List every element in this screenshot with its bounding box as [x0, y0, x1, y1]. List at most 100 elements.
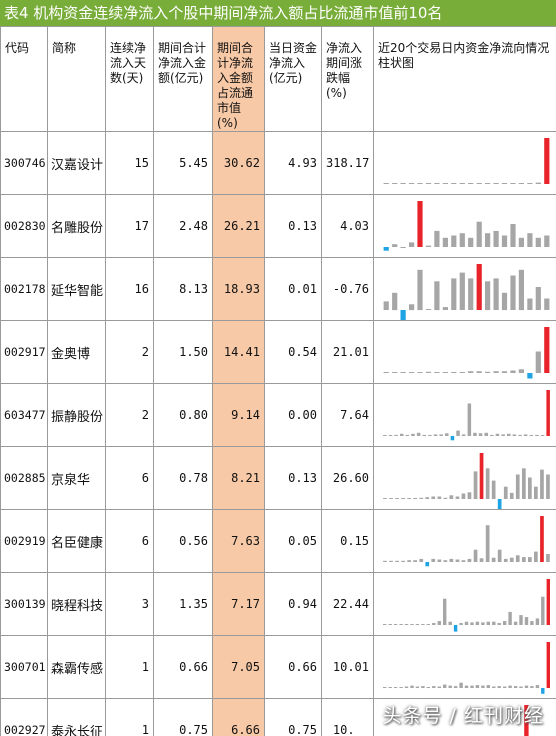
sparkline-bar	[484, 432, 488, 436]
sparkline-bar	[468, 371, 474, 373]
sparkline-bar	[410, 685, 414, 688]
sparkline-bar	[546, 554, 550, 562]
cell-amount: 8.13	[153, 257, 213, 321]
sparkline-chart	[383, 327, 550, 379]
sparkline-bar	[383, 498, 387, 499]
sparkline-bar	[503, 558, 508, 562]
sparkline-bar	[443, 497, 448, 499]
sparkline-bar	[431, 558, 436, 562]
sparkline-bar	[425, 309, 432, 310]
cell-name: 延华智能	[47, 257, 106, 321]
sparkline-bar	[417, 372, 423, 373]
sparkline-bar	[434, 183, 440, 184]
sparkline-bar	[404, 686, 409, 688]
cell-name: 森霸传感	[47, 635, 106, 699]
sparkline-bar	[437, 621, 441, 625]
sparkline-bar	[459, 682, 463, 688]
sparkline-bar	[425, 371, 432, 373]
sparkline-bar	[383, 687, 387, 688]
cell-sparkline	[373, 320, 556, 384]
cell-amount: 0.75	[153, 698, 213, 736]
sparkline-bar	[383, 301, 389, 310]
cell-sparkline	[373, 446, 556, 510]
cell-amount: 0.78	[153, 446, 213, 510]
sparkline-bar	[449, 495, 454, 499]
sparkline-bar	[451, 235, 457, 247]
sparkline-bar	[383, 624, 387, 625]
sparkline-bar	[453, 625, 458, 632]
sparkline-bar	[541, 596, 545, 625]
cell-change: 10.__	[321, 698, 374, 736]
sparkline-bar	[493, 183, 499, 184]
sparkline-bar	[492, 686, 496, 688]
sparkline-bar	[437, 559, 442, 562]
sparkline-bar	[535, 618, 540, 625]
sparkline-bar	[522, 468, 526, 499]
sparkline-bar	[512, 434, 517, 436]
cell-days: 3	[105, 572, 154, 636]
sparkline-bar	[476, 221, 482, 247]
sparkline-chart	[383, 138, 550, 184]
sparkline-bar	[405, 434, 410, 436]
cell-today: 4.93	[264, 131, 322, 195]
sparkline-bar	[503, 686, 507, 688]
sparkline-bar	[540, 435, 545, 436]
sparkline-bar	[407, 560, 411, 562]
sparkline-bar	[530, 621, 534, 625]
sparkline-bar	[497, 549, 502, 562]
cell-ratio: 9.14	[212, 383, 265, 447]
sparkline-bar	[509, 492, 514, 499]
cell-ratio: 7.17	[212, 572, 265, 636]
table-row: 603477 振静股份 2 0.80 9.14 0.00 7.64	[0, 383, 556, 447]
sparkline-bar	[417, 183, 423, 184]
cell-amount: 0.56	[153, 509, 213, 573]
table-row: 002917 金奥博 2 1.50 14.41 0.54 21.01	[0, 320, 556, 384]
sparkline-bar	[491, 557, 496, 562]
sparkline-bar	[383, 183, 389, 184]
sparkline-bar	[459, 233, 465, 247]
sparkline-bar	[401, 560, 405, 562]
sparkline-bar	[383, 560, 387, 562]
sparkline-bar	[479, 453, 484, 499]
sparkline-bar	[535, 434, 539, 436]
sparkline-bar	[392, 372, 398, 373]
cell-sparkline	[373, 383, 556, 447]
cell-sparkline	[373, 635, 556, 699]
sparkline-bar	[493, 278, 499, 310]
sparkline-bar	[481, 622, 485, 625]
sparkline-bar	[437, 496, 442, 499]
table-row: 002927 泰永长征 1 0.75 6.66 0.75 10.__	[0, 698, 556, 736]
sparkline-bar	[527, 233, 533, 247]
sparkline-bar	[425, 497, 430, 499]
sparkline-bar	[478, 433, 483, 436]
sparkline-bar	[432, 623, 436, 625]
col-header-ratio: 期间合计净流入金额占流通市值(%)	[212, 26, 265, 132]
sparkline-bar	[467, 558, 472, 562]
col-header-amount: 期间合计净流入金额(亿元)	[153, 26, 213, 132]
sparkline-bar	[497, 623, 501, 625]
sparkline-bar	[507, 433, 511, 436]
sparkline-bar	[451, 278, 457, 310]
sparkline-bar	[544, 138, 550, 184]
cell-change: 26.60	[321, 446, 374, 510]
cell-days: 6	[105, 509, 154, 573]
sparkline-bar	[544, 298, 550, 310]
cell-today: 0.75	[264, 698, 322, 736]
cell-ratio: 26.21	[212, 194, 265, 258]
sparkline-bar	[451, 372, 457, 373]
cell-days: 6	[105, 446, 154, 510]
sparkline-bar	[544, 327, 550, 373]
sparkline-bar	[434, 230, 440, 247]
cell-amount: 2.48	[153, 194, 213, 258]
sparkline-bar	[535, 685, 540, 688]
sparkline-bar	[461, 560, 466, 562]
sparkline-bar	[399, 687, 403, 688]
sparkline-bar	[497, 686, 501, 688]
cell-code: 603477	[0, 383, 48, 447]
sparkline-bar	[486, 621, 490, 625]
sparkline-bar	[530, 686, 534, 688]
cell-today: 0.54	[264, 320, 322, 384]
cell-days: 2	[105, 383, 154, 447]
cell-today: 0.94	[264, 572, 322, 636]
cell-code: 300746	[0, 131, 48, 195]
